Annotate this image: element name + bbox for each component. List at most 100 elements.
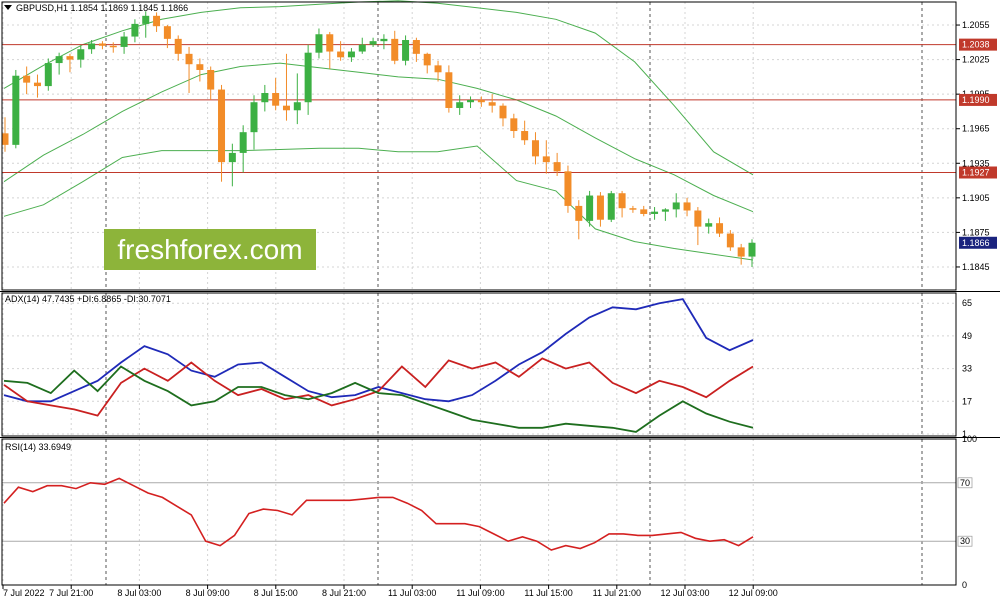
candle: [672, 193, 680, 218]
candle: [618, 190, 626, 218]
candle-body: [282, 105, 290, 111]
candle: [477, 96, 485, 107]
rsi-level-tag-box: [957, 535, 973, 547]
rsi-tick-label: 100: [962, 434, 977, 444]
watermark: freshforex.com: [104, 229, 316, 270]
candle: [77, 45, 85, 68]
time-tick-label: 8 Jul 21:00: [322, 588, 366, 598]
candle: [282, 53, 290, 121]
candle-body: [120, 36, 128, 47]
adx-info-text: ADX(14) 47.7435 +DI:6.8865 -DI:30.7071: [5, 294, 171, 304]
pane-border: [1, 1, 957, 291]
candle: [391, 30, 399, 65]
candle: [423, 52, 431, 74]
rsi-level-tag: 30: [957, 535, 973, 547]
candle-body: [380, 38, 388, 42]
candle-body: [218, 89, 226, 163]
candle-body: [499, 105, 507, 119]
candle: [607, 190, 615, 223]
level-price-tag-label: 1.1990: [962, 95, 990, 105]
candle: [228, 143, 236, 187]
level-price-tag-label: 1.2038: [962, 40, 990, 50]
time-tick-label: 11 Jul 03:00: [388, 588, 436, 598]
time-tick-label: 8 Jul 03:00: [117, 588, 161, 598]
candle: [521, 120, 529, 145]
candle: [748, 239, 756, 267]
price-tick-label: 1.1965: [962, 124, 990, 134]
candle-body: [683, 202, 691, 211]
price-tick-label: 1.2055: [962, 20, 990, 30]
candle-body: [304, 52, 312, 103]
candle: [488, 94, 496, 113]
candle: [185, 46, 193, 94]
candle: [412, 37, 420, 62]
candle-body: [98, 43, 106, 46]
axis-layer: 1.20551.20251.19951.19651.19351.19051.18…: [2, 20, 997, 598]
candle-body: [456, 102, 464, 108]
candle-body: [315, 34, 323, 53]
time-tick-label: 8 Jul 09:00: [186, 588, 230, 598]
candle-body: [651, 211, 659, 214]
pane-borders: [0, 1, 1000, 586]
candle-body: [109, 45, 117, 48]
candle-body: [553, 162, 561, 172]
candle: [694, 207, 702, 246]
candle: [629, 205, 637, 213]
candle: [88, 40, 96, 54]
candle-body: [44, 63, 52, 87]
candle-body: [239, 132, 247, 153]
adx-tick-label: 65: [962, 298, 972, 308]
candle-body: [586, 195, 594, 221]
candle-body: [272, 93, 280, 106]
candle-body: [55, 56, 63, 64]
candle-body: [694, 210, 702, 227]
candle: [66, 53, 74, 73]
adx-tick-label: 33: [962, 364, 972, 374]
rsi-line: [3, 477, 754, 551]
candle: [716, 217, 724, 238]
candle: [174, 35, 182, 61]
time-tick-label: 11 Jul 15:00: [524, 588, 572, 598]
candle: [55, 52, 63, 75]
rsi-level-tag-label: 30: [960, 536, 970, 546]
plus-di-line: [3, 357, 754, 417]
bollinger-upper-line: [3, 0, 754, 176]
candle: [12, 69, 20, 149]
candle-body: [369, 41, 377, 45]
symbol-info-bar[interactable]: GBPUSD,H1 1.1854 1.1869 1.1845 1.1866: [4, 3, 188, 13]
candle-body: [564, 171, 572, 206]
triangle-down-icon[interactable]: [4, 5, 12, 10]
candle-body: [153, 15, 161, 27]
level-price-tag-background: [959, 93, 997, 106]
candle: [304, 44, 312, 115]
candle-body: [737, 247, 745, 257]
rsi-level-tag-box: [957, 477, 973, 489]
candle: [358, 37, 366, 54]
rsi-level-tag-label: 70: [960, 478, 970, 488]
candle: [640, 205, 648, 217]
candle: [726, 230, 734, 251]
candle: [683, 197, 691, 217]
candle: [109, 42, 117, 53]
candle-body: [347, 51, 355, 58]
candle-body: [337, 51, 345, 58]
rsi-layer: [2, 477, 956, 551]
candle-body: [185, 53, 193, 65]
candle: [207, 66, 215, 100]
candle-body: [726, 233, 734, 248]
adx-tick-label: 49: [962, 331, 972, 341]
candle-body: [661, 209, 669, 212]
time-tick-label: 11 Jul 21:00: [593, 588, 641, 598]
candle-body: [88, 43, 96, 50]
candle: [564, 165, 572, 213]
candle: [651, 207, 659, 220]
price-tick-label: 1.1845: [962, 262, 990, 272]
time-tick-label: 12 Jul 03:00: [660, 588, 709, 598]
level-price-tag: 1.2038: [959, 38, 997, 51]
candle: [467, 96, 475, 108]
price-tick-label: 1.1905: [962, 193, 990, 203]
candle-body: [748, 242, 756, 257]
candle: [499, 103, 507, 127]
